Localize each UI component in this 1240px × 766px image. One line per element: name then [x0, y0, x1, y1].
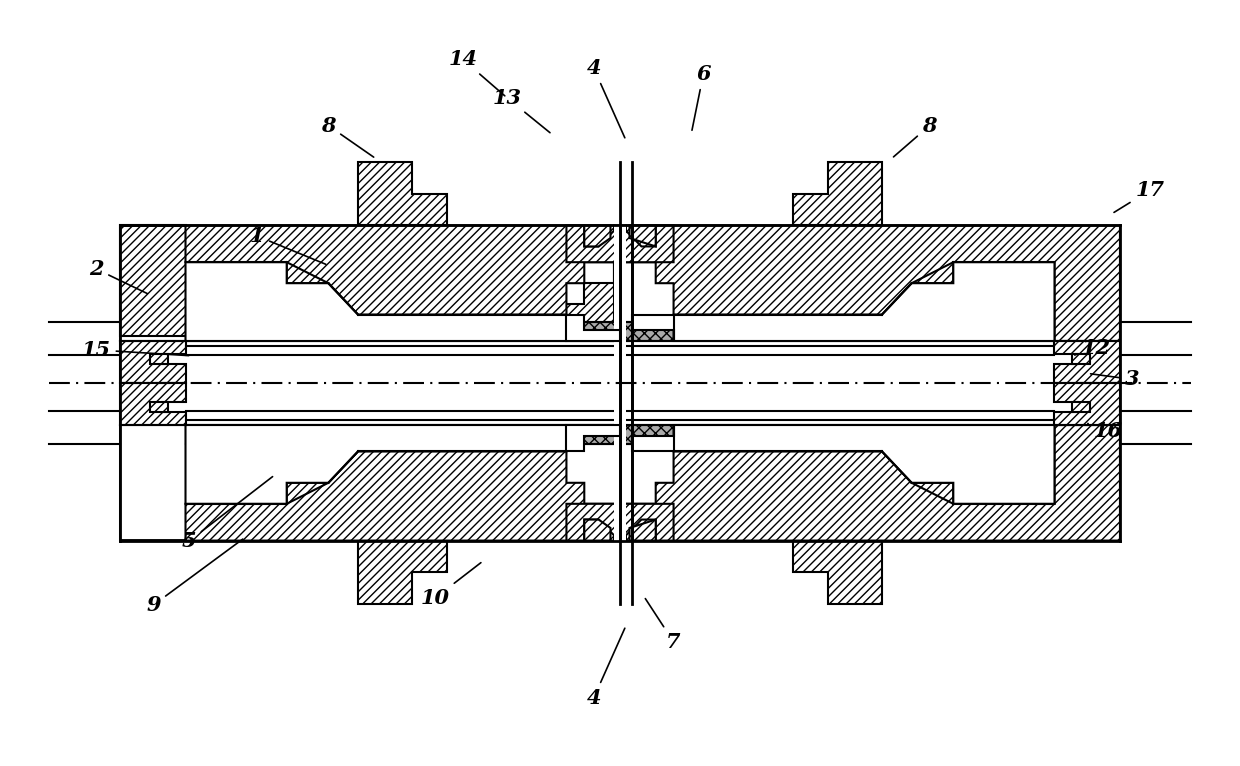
Polygon shape — [632, 315, 673, 341]
Polygon shape — [1073, 354, 1090, 364]
Text: 17: 17 — [1114, 180, 1164, 212]
Text: 4: 4 — [587, 58, 625, 138]
Polygon shape — [358, 162, 448, 225]
Polygon shape — [120, 425, 614, 541]
Text: 2: 2 — [89, 259, 148, 293]
Text: 13: 13 — [492, 87, 551, 133]
Polygon shape — [567, 504, 673, 541]
Text: 9: 9 — [146, 539, 243, 615]
Text: 16: 16 — [1087, 421, 1122, 440]
Polygon shape — [632, 425, 673, 451]
Text: 12: 12 — [1075, 338, 1111, 358]
Text: 3: 3 — [1090, 369, 1140, 389]
Text: 14: 14 — [449, 50, 505, 96]
Text: 5: 5 — [182, 476, 273, 551]
Bar — [186, 425, 1054, 444]
Polygon shape — [792, 162, 882, 225]
Text: 6: 6 — [692, 64, 711, 130]
Polygon shape — [120, 225, 614, 341]
Polygon shape — [150, 402, 167, 412]
Polygon shape — [120, 383, 186, 425]
Text: 15: 15 — [82, 340, 188, 360]
Polygon shape — [358, 541, 448, 604]
Polygon shape — [792, 541, 882, 604]
Polygon shape — [1073, 402, 1090, 412]
Polygon shape — [186, 262, 567, 341]
Polygon shape — [567, 315, 620, 341]
Text: 8: 8 — [321, 116, 373, 157]
Polygon shape — [1054, 341, 1120, 383]
Text: 10: 10 — [422, 563, 481, 607]
Polygon shape — [673, 425, 1054, 504]
Text: 1: 1 — [249, 226, 326, 264]
Polygon shape — [120, 341, 186, 383]
Polygon shape — [614, 225, 626, 541]
Polygon shape — [626, 425, 1120, 541]
Text: 8: 8 — [894, 116, 936, 157]
Polygon shape — [673, 262, 1054, 341]
Bar — [186, 322, 1054, 341]
Text: 4: 4 — [587, 628, 625, 708]
Polygon shape — [150, 354, 167, 364]
Polygon shape — [567, 425, 620, 451]
Polygon shape — [1054, 383, 1120, 425]
Polygon shape — [626, 225, 1120, 341]
Polygon shape — [120, 225, 614, 336]
Polygon shape — [630, 519, 656, 541]
Polygon shape — [584, 519, 610, 541]
Polygon shape — [630, 225, 656, 247]
Polygon shape — [186, 425, 567, 504]
Polygon shape — [567, 225, 673, 262]
Polygon shape — [584, 225, 610, 247]
Text: 7: 7 — [645, 598, 681, 652]
